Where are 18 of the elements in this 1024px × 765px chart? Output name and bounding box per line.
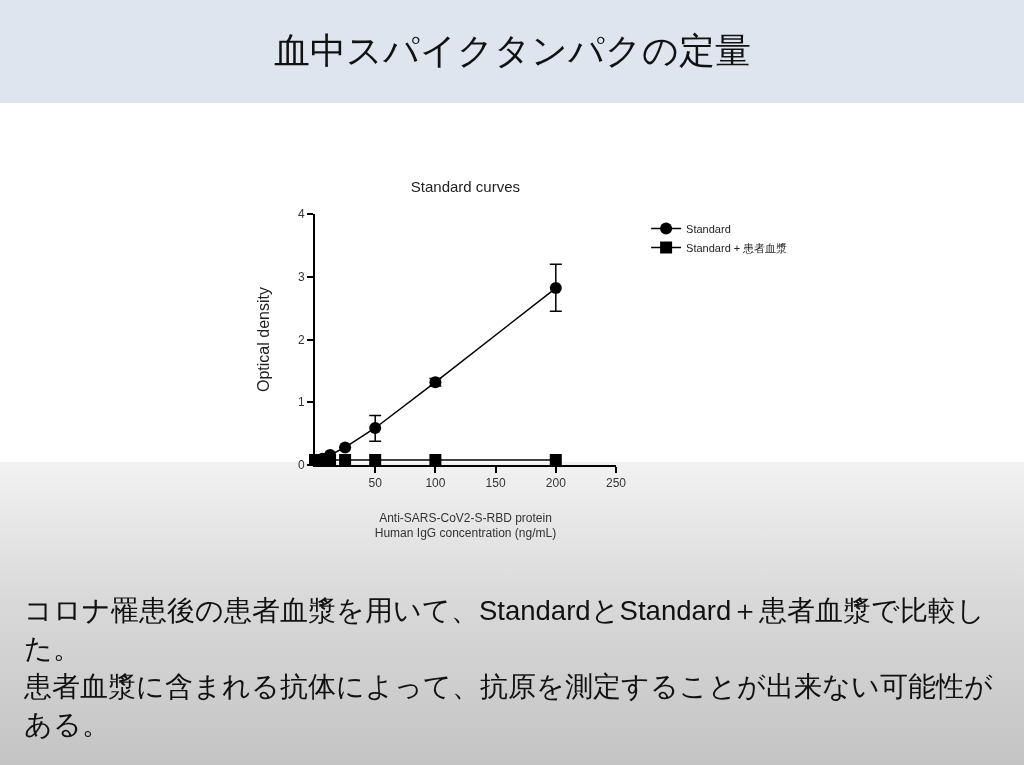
text: コロナ罹患後の患者血漿を用いて、StandardとStandard＋患者血漿で比較した。 bbox=[24, 594, 987, 666]
y-tick-label: 3 bbox=[297, 269, 305, 284]
y-tick-label: 2 bbox=[297, 332, 305, 347]
y-axis-title: Optical density bbox=[255, 287, 273, 392]
x-tick-label: 200 bbox=[545, 476, 567, 491]
text: 患者血漿に含まれる抗体によって、抗原を測定することが出来ない可能性がある。 bbox=[24, 670, 994, 742]
legend-label: Standard bbox=[686, 222, 731, 235]
x-tick-label: 50 bbox=[368, 476, 383, 491]
x-axis-title: Anti-SARS-CoV2-S-RBD protein Human IgG concentration (ng/mL) bbox=[374, 510, 557, 541]
x-tick-label: 150 bbox=[485, 476, 506, 491]
legend-label: Standard + 患者血漿 bbox=[686, 241, 788, 254]
chart-title: 血中スパイクタンパクの定量 bbox=[273, 29, 751, 73]
x-tick-label: 100 bbox=[425, 476, 446, 491]
y-tick-label: 4 bbox=[297, 207, 305, 222]
y-tick-label: 0 bbox=[297, 458, 305, 473]
y-tick-label: 1 bbox=[297, 395, 305, 410]
chart-subtitle: Standard curves bbox=[410, 178, 521, 196]
x-tick-label: 250 bbox=[605, 476, 627, 491]
